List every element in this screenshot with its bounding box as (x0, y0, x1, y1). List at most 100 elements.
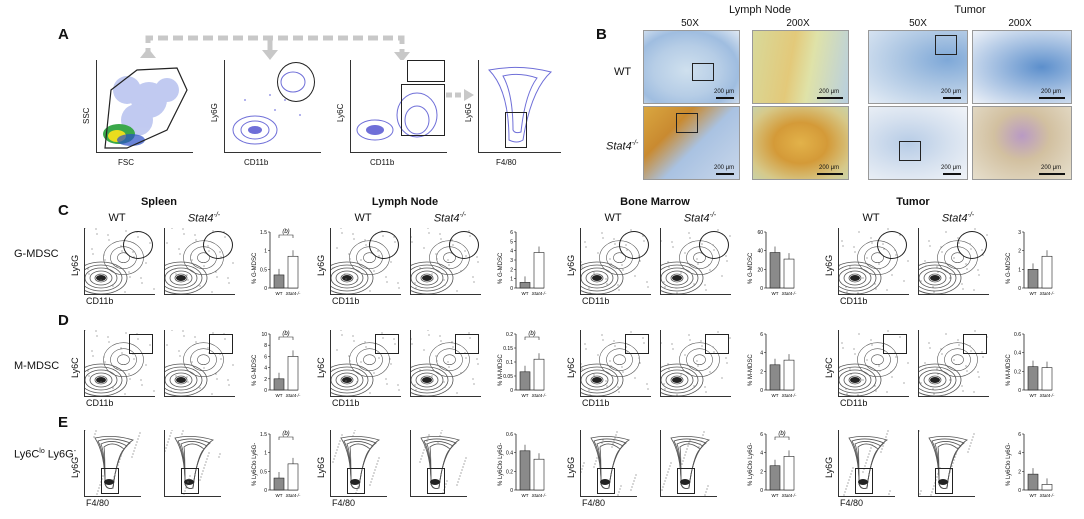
bar-chart-ylabel: % G-MDSC (748, 252, 754, 284)
y-tick-label: 40 (757, 249, 763, 255)
category-label: WT (1030, 393, 1037, 398)
gate-g-mdsc (203, 231, 233, 259)
stat4-text: Stat4 (606, 140, 632, 153)
axis-label-f480: F4/80 (840, 498, 864, 508)
bar-chart-tumor-c: 0 1 2 3 WT Stat4-/- (1010, 226, 1055, 304)
y-tick-label: 2 (510, 267, 513, 273)
contour-plot (661, 331, 731, 396)
bar-chart-svg: 0 1 2 3 WT Stat4-/- (1018, 230, 1055, 296)
tissue-header-spleen: Spleen (140, 196, 178, 208)
axis-label-f480-a: F4/80 (496, 158, 517, 167)
population-core (850, 275, 860, 281)
bar-chart-svg: 0 0.2 0.4 0.6 WT Stat4-/- (506, 432, 547, 498)
genotype-label-stat4: Stat4-/- (928, 212, 988, 225)
contour-plot (165, 228, 234, 294)
flow-plot-lymph-node-c-stat4 (410, 228, 481, 295)
micrograph-tu-wt-200x: 200 μm (972, 30, 1072, 104)
mag-tu-200x: 200X (1008, 18, 1032, 29)
stat4-sup: -/- (709, 212, 717, 219)
y-tick-label: 2 (1018, 469, 1021, 475)
gate-cd11b-pos (401, 84, 445, 136)
micrograph-ln-wt-200x: 200 μm (752, 30, 849, 104)
flow-plot-bone-marrow-c-stat4 (660, 228, 731, 295)
axis-label-ly6g: Ly6G (824, 456, 834, 478)
bar-chart-ylabel: % Ly6Clo Ly6G- (1006, 442, 1012, 486)
lo-sup: lo (39, 448, 45, 455)
bar-chart-svg: 0 2 4 6 8 10 WT Stat4-/- (b) (261, 331, 300, 398)
flow-plot-tumor-e-stat4 (918, 430, 975, 497)
bar-chart-svg: 0 0.5 1 1.5 WT Stat4-/- (b) (260, 229, 301, 296)
axis-label-ly6g: Ly6G (316, 456, 326, 478)
contour-plot (919, 330, 988, 396)
gate-ly6c-lo (597, 468, 615, 494)
gate-ly6c-lo (181, 468, 199, 494)
neg-sup: - (73, 448, 77, 455)
bar-wt (769, 364, 781, 391)
y-tick-label: 8 (264, 343, 267, 349)
bar-chart-ylabel: % M-MDSC (748, 354, 754, 386)
flow-plot-bone-marrow-e-wt (580, 430, 637, 497)
category-label: Stat4-/- (782, 493, 797, 498)
population-core (96, 275, 106, 281)
genotype-label-stat4: Stat4-/- (174, 212, 234, 225)
population-core (680, 479, 690, 485)
population-core (930, 377, 940, 383)
gate-m-mdsc (963, 334, 987, 354)
bar-chart-lymph-node-c: 0 1 2 3 4 5 6 WT Stat4-/- (502, 226, 547, 304)
category-label: WT (276, 393, 283, 398)
bar-stat4 (287, 255, 299, 289)
y-tick-label: 0 (760, 388, 763, 394)
flow-plot-cd11b-ly6c (350, 60, 447, 153)
flow-plot-spleen-c-stat4 (164, 228, 235, 295)
bar-wt (273, 477, 285, 491)
axis-label-ly6c: Ly6C (70, 357, 80, 378)
bar-chart-svg: 0 0.2 0.4 0.6 WT Stat4-/- (1014, 332, 1055, 398)
y-tick-label: 5 (510, 239, 513, 245)
bar-chart-lymph-node-d: 0 0.05 0.1 0.15 0.2 WT Stat4-/- (b) (502, 328, 547, 406)
bar-chart-tumor-e: 0 2 4 6 WT Stat4-/- (1010, 428, 1055, 506)
micrograph-tu-ko-200x: 200 μm (972, 106, 1072, 180)
scale-bar (943, 97, 961, 99)
y-tick-label: 2 (264, 377, 267, 383)
axis-label-f480: F4/80 (86, 498, 110, 508)
y-tick-label: 1 (264, 249, 267, 255)
bar-chart-bone-marrow-c: 0 20 40 60 WT Stat4-/- (752, 226, 796, 304)
axis-label-cd11b-a: CD11b (244, 158, 269, 167)
scale-bar (1039, 97, 1065, 99)
bar-chart-spleen-c: 0 0.5 1 1.5 WT Stat4-/- (b) (256, 226, 301, 304)
category-label: WT (772, 393, 779, 398)
scale-label: 200 μm (819, 89, 840, 95)
row-label-g-mdsc: G-MDSC (14, 248, 59, 260)
flow-plot-cd11b-ly6g (224, 60, 321, 153)
category-label: WT (522, 493, 529, 498)
bar-chart-bone-marrow-d: 0 2 4 6 WT Stat4-/- (752, 328, 797, 406)
flow-plot-lymph-node-e-wt (330, 430, 387, 497)
scale-label: 200 μm (1041, 89, 1062, 95)
population-core (600, 479, 610, 485)
flow-plot-bone-marrow-d-stat4 (660, 330, 731, 397)
axis-label-ssc: SSC (82, 107, 91, 124)
population-core (672, 275, 682, 281)
contour-plot (581, 331, 649, 396)
micrograph-tu-ko-50x: 200 μm (868, 106, 968, 180)
scale-bar (943, 173, 961, 175)
genotype-label-wt: WT (862, 212, 880, 224)
stat4-text: Stat4 (433, 212, 460, 225)
scale-bar (716, 97, 734, 99)
y-tick-label: 0 (760, 286, 763, 292)
y-tick-label: 0 (510, 286, 513, 292)
y-tick-label: 6 (264, 354, 267, 360)
bar-stat4 (1041, 255, 1053, 289)
y-tick-label: 0 (1018, 488, 1021, 494)
significance-bracket (278, 336, 294, 340)
stat4-sup: -/- (459, 212, 467, 219)
significance-label: (b) (282, 431, 289, 437)
population-core (176, 275, 186, 281)
bar-chart-ylabel: % Ly6Clo Ly6G- (252, 442, 258, 486)
gate-ly6c-lo (347, 468, 365, 494)
population-core (350, 479, 360, 485)
axis-label-f480: F4/80 (332, 498, 356, 508)
contour-plot (839, 228, 909, 294)
gate-g-mdsc (449, 231, 479, 259)
population-core (104, 479, 114, 485)
